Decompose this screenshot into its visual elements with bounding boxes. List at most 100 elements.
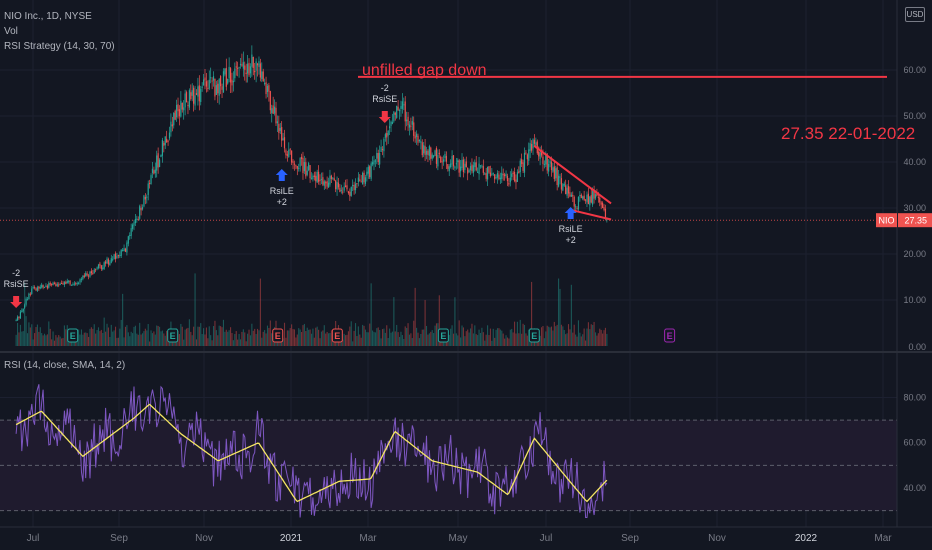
volume-bar xyxy=(113,330,115,346)
candle-body xyxy=(433,155,435,158)
candle-body xyxy=(464,163,466,170)
volume-bar xyxy=(318,329,320,346)
candle-body xyxy=(28,293,30,300)
currency-badge[interactable]: USD xyxy=(905,7,925,22)
volume-bar xyxy=(481,327,483,346)
candle-body xyxy=(191,90,193,96)
candle-body xyxy=(300,156,303,160)
volume-bar xyxy=(387,337,389,346)
candle-body xyxy=(222,71,225,93)
volume-bar xyxy=(123,337,125,346)
volume-bar xyxy=(248,329,250,346)
volume-bar xyxy=(519,319,521,346)
volume-bar xyxy=(448,334,450,346)
volume-bar xyxy=(26,333,29,346)
volume-bar xyxy=(151,333,154,346)
wedge-lower-trendline[interactable] xyxy=(572,209,612,221)
candle-body xyxy=(518,171,520,174)
volume-bar xyxy=(156,325,158,346)
volume-bar xyxy=(239,339,242,346)
candle-body xyxy=(127,236,129,244)
volume-bar xyxy=(269,320,271,346)
candle-body xyxy=(48,283,50,288)
volume-bar xyxy=(130,331,132,346)
price-axis[interactable]: 10.00 20.00 30.00 40.00 50.00 60.00 0.00 40.00 6… xyxy=(903,65,926,493)
candle-body xyxy=(350,186,352,196)
strategy-legend[interactable]: RSI Strategy (14, 30, 70) xyxy=(4,41,115,52)
signal-qty: +2 xyxy=(277,197,287,207)
candle-body xyxy=(214,78,216,97)
candle-body xyxy=(511,173,513,177)
candle-body xyxy=(319,179,321,181)
earnings-marker-icon[interactable] xyxy=(167,328,179,343)
volume-bar xyxy=(198,326,200,346)
volume-bar xyxy=(512,332,514,346)
earnings-marker-icon[interactable] xyxy=(272,328,284,343)
candle-body xyxy=(577,197,580,210)
candle-body xyxy=(140,207,142,211)
volume-bar xyxy=(502,333,504,346)
candle-body xyxy=(366,171,368,176)
earnings-marker-icon[interactable] xyxy=(67,328,79,343)
volume-bar xyxy=(17,322,19,346)
volume-bar xyxy=(261,337,263,346)
earnings-marker-icon[interactable] xyxy=(331,328,343,343)
volume-bar xyxy=(345,335,347,346)
candle-body xyxy=(299,158,301,167)
volume-bar xyxy=(234,334,236,346)
symbol-title[interactable]: NIO Inc., 1D, NYSE xyxy=(4,11,92,22)
candle-body xyxy=(369,166,371,178)
price-tick-label: 20.00 xyxy=(903,249,926,259)
candle-body xyxy=(447,164,449,169)
candle-body xyxy=(124,248,127,252)
candle-body xyxy=(245,72,247,75)
volume-bar xyxy=(514,321,516,346)
candle-body xyxy=(22,308,24,312)
volume-bar xyxy=(95,333,97,346)
candle-body xyxy=(143,195,145,207)
price-tick-label: 60.00 xyxy=(903,65,926,75)
candle-body xyxy=(29,293,31,295)
candle-body xyxy=(35,288,37,291)
volume-bar xyxy=(461,325,463,346)
candle-body xyxy=(468,170,470,173)
volume-bar xyxy=(97,327,100,346)
time-tick-label: May xyxy=(449,533,468,544)
volume-bar xyxy=(327,333,330,346)
candle-body xyxy=(198,85,200,102)
candle-body xyxy=(130,228,132,236)
volume-bar xyxy=(24,282,26,346)
candle-body xyxy=(288,149,290,157)
earnings-marker-icon[interactable] xyxy=(664,328,676,343)
volume-bar xyxy=(197,326,199,346)
time-axis[interactable]: Jul Sep Nov 2021 Mar May Jul Sep Nov 2022 Mar xyxy=(27,533,893,544)
volume-bar xyxy=(52,331,54,346)
volume-bar xyxy=(268,328,270,346)
wedge-upper-trendline[interactable] xyxy=(533,145,612,205)
volume-bar xyxy=(315,327,317,346)
volume-legend[interactable]: Vol xyxy=(4,26,18,37)
volume-bar xyxy=(110,324,112,346)
earnings-marker-icon[interactable] xyxy=(528,328,540,343)
candle-body xyxy=(397,106,399,111)
volume-bar xyxy=(63,325,65,346)
drawings[interactable]: unfilled gap down 27.35 22-01-2022 xyxy=(358,62,915,221)
signal-label: RsiLE xyxy=(559,224,583,234)
earnings-marker-icon[interactable] xyxy=(437,328,449,343)
candle-body xyxy=(42,285,44,288)
volume-bar xyxy=(477,335,479,346)
volume-bar xyxy=(32,339,34,346)
volume-bar xyxy=(469,328,472,346)
volume-bar xyxy=(89,328,91,346)
volume-bar xyxy=(258,330,260,346)
volume-bar xyxy=(586,328,588,346)
candle-body xyxy=(543,163,545,165)
volume-bar xyxy=(262,331,264,346)
rsi-legend[interactable]: RSI (14, close, SMA, 14, 2) xyxy=(4,360,126,371)
volume-bar xyxy=(147,324,149,346)
candle-body xyxy=(119,255,121,257)
volume-bar xyxy=(455,333,457,346)
volume-bar xyxy=(126,325,128,346)
